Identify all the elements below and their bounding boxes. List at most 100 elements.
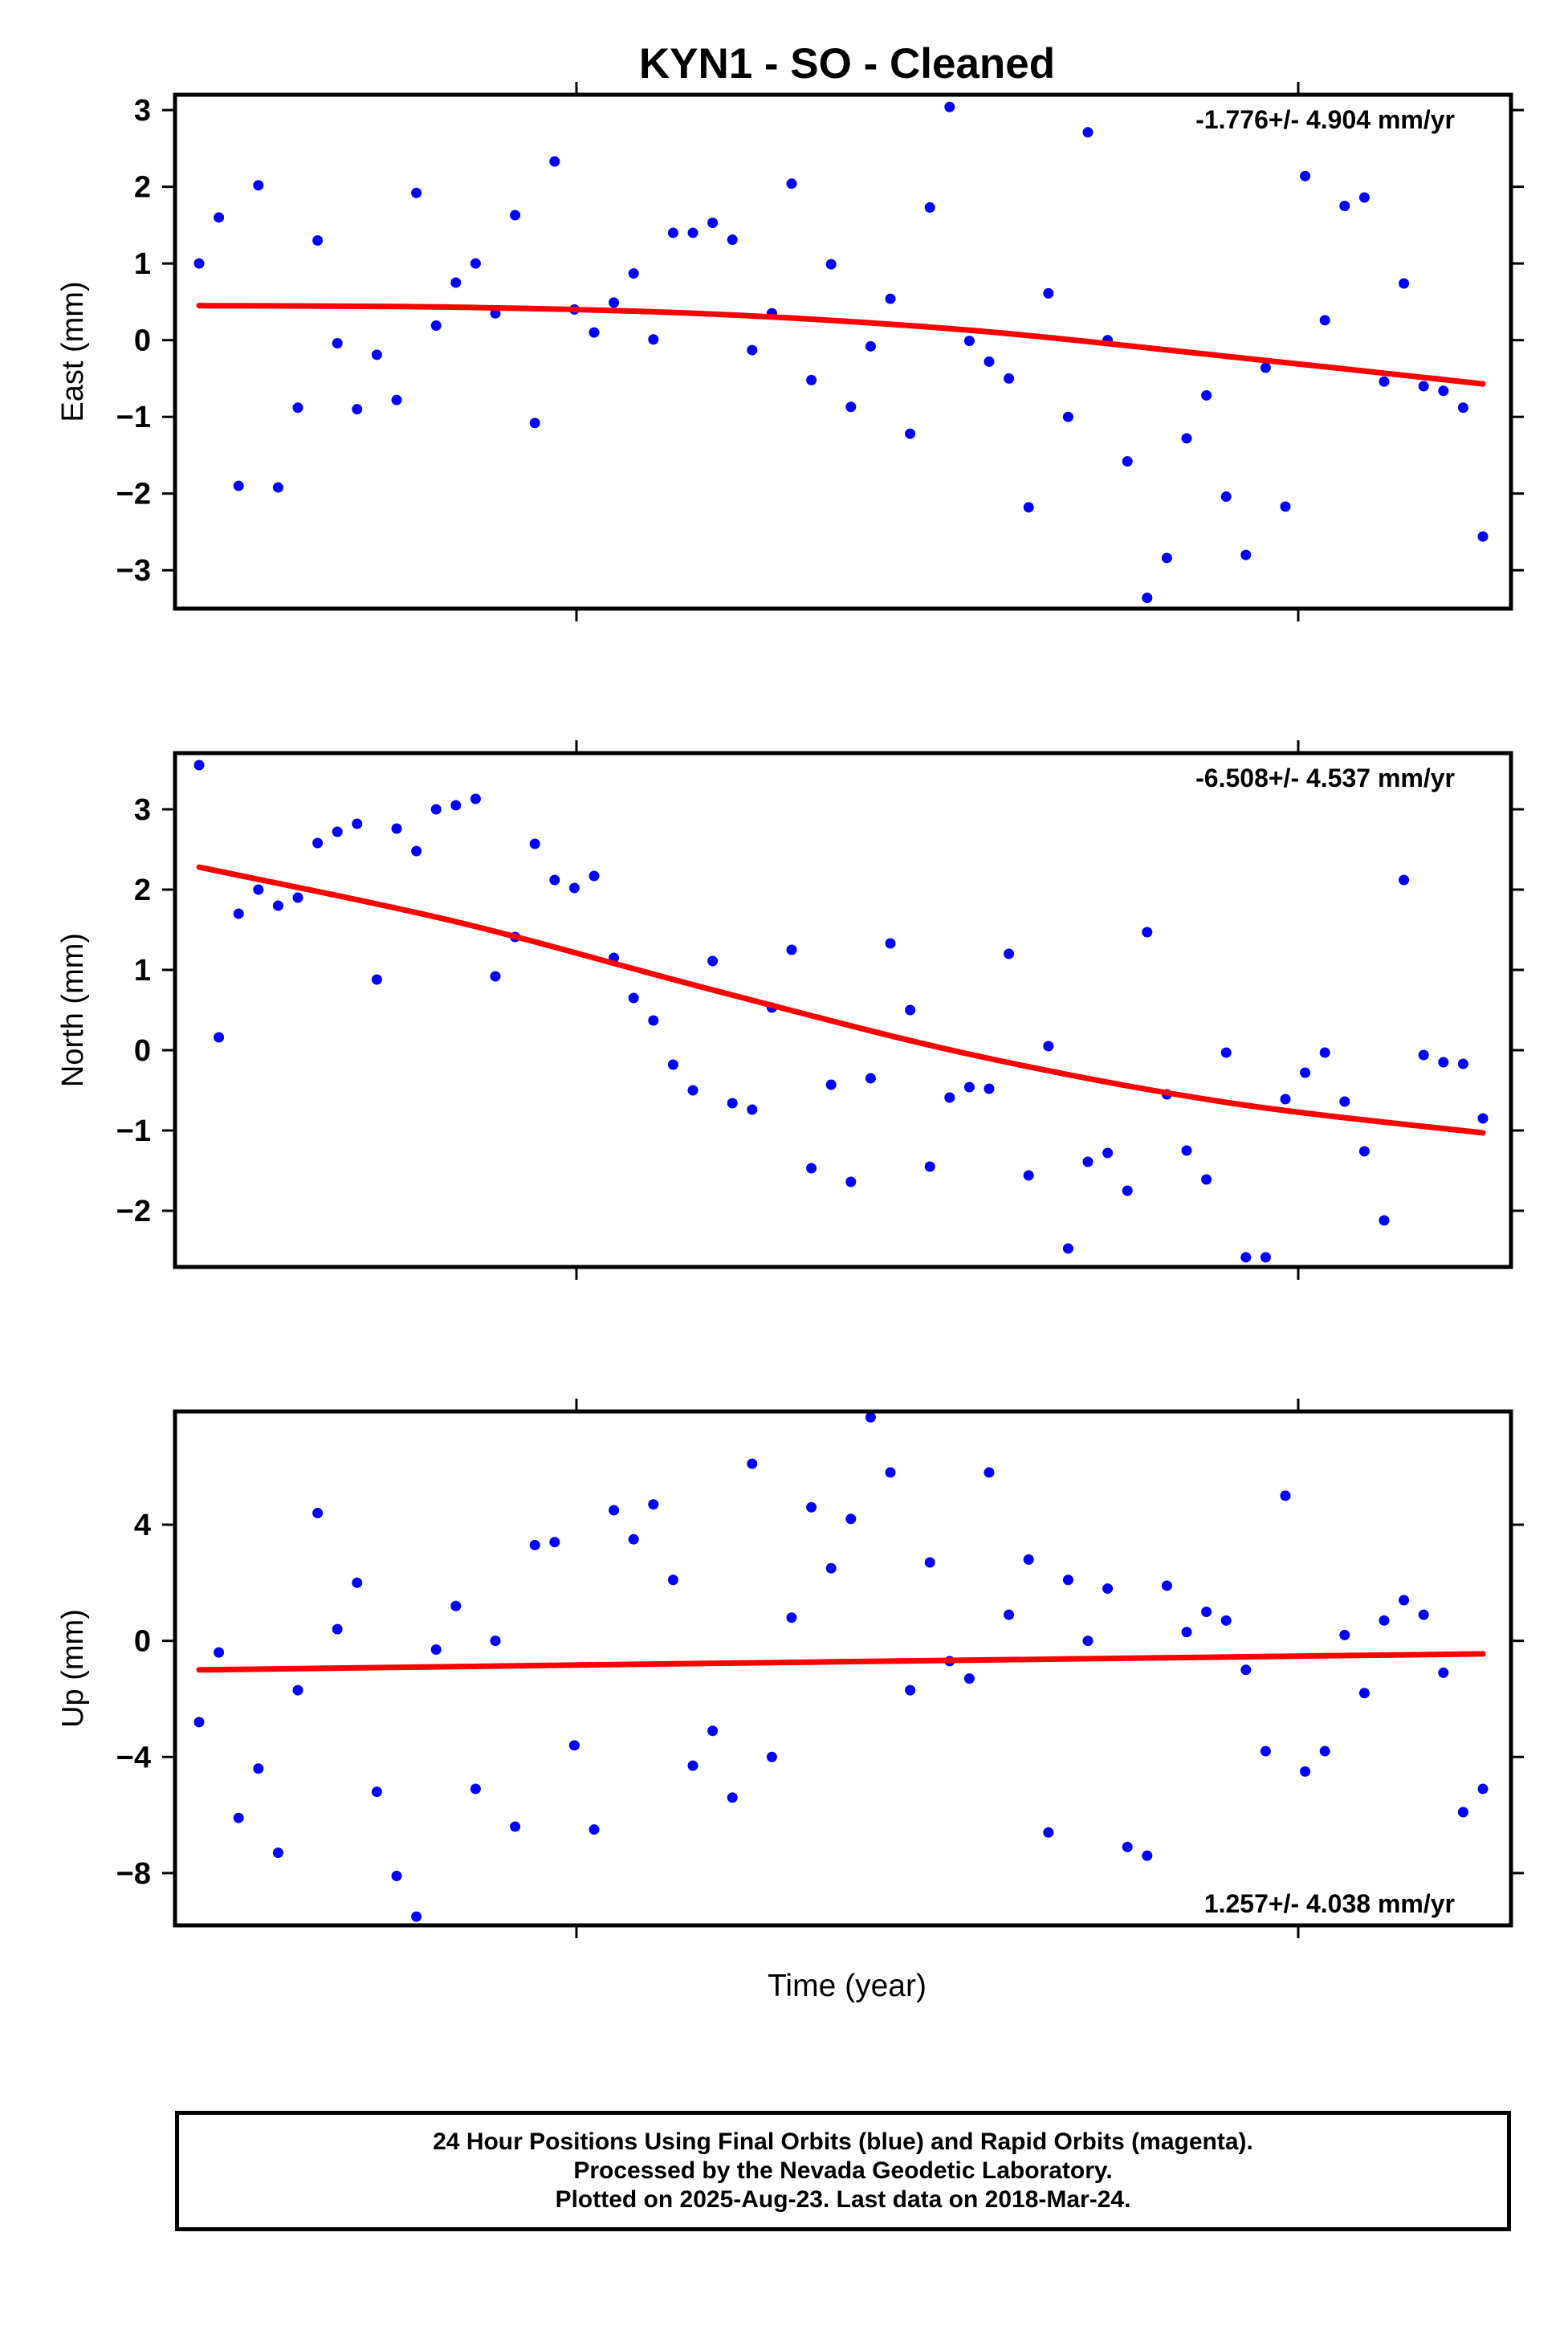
- up-data-point: [766, 1751, 777, 1762]
- north-rate-label: -6.508+/- 4.537 mm/yr: [1195, 764, 1455, 792]
- east-data-point: [609, 297, 620, 308]
- up-data-point: [529, 1539, 540, 1550]
- up-data-point: [1260, 1745, 1271, 1757]
- north-data-point: [944, 1092, 955, 1103]
- east-ytick-label: −1: [116, 401, 151, 434]
- north-data-point: [1457, 1058, 1468, 1069]
- east-data-point: [865, 340, 876, 352]
- east-data-point: [193, 258, 205, 269]
- north-data-point: [411, 845, 422, 857]
- up-data-point: [272, 1847, 283, 1859]
- east-data-point: [747, 344, 758, 356]
- up-data-point: [430, 1644, 442, 1655]
- up-data-point: [1023, 1554, 1034, 1565]
- east-plot-frame: [173, 92, 1513, 611]
- up-data-point: [1102, 1583, 1114, 1595]
- north-data-point: [806, 1163, 817, 1174]
- up-data-point: [1280, 1490, 1291, 1501]
- note-line-2: Processed by the Nevada Geodetic Laborat…: [573, 2157, 1113, 2184]
- north-data-point: [885, 938, 896, 949]
- east-data-point: [1142, 593, 1153, 604]
- east-data-point: [253, 180, 264, 191]
- north-data-point: [352, 818, 363, 829]
- north-data-point: [667, 1059, 678, 1070]
- up-data-point: [727, 1792, 738, 1803]
- up-ytick-label: −8: [116, 1857, 151, 1891]
- x-axis-label: Time (year): [768, 1969, 927, 2003]
- east-ytick-label: 3: [134, 94, 151, 128]
- north-data-point: [905, 1004, 916, 1016]
- east-data-point: [885, 293, 896, 304]
- north-plot-frame: [173, 751, 1513, 1269]
- east-data-point: [1438, 385, 1449, 397]
- up-ytick-label: 4: [134, 1509, 151, 1542]
- east-data-point: [312, 234, 324, 246]
- east-data-point: [1300, 170, 1311, 181]
- east-data-point: [1418, 381, 1429, 392]
- east-data-point: [1181, 433, 1192, 444]
- east-data-point: [707, 218, 719, 229]
- north-data-point: [470, 793, 481, 805]
- up-data-point: [568, 1740, 580, 1751]
- up-data-point: [1082, 1635, 1094, 1647]
- east-data-point: [1358, 192, 1370, 203]
- east-data-point: [1201, 389, 1212, 401]
- east-data-point: [1062, 411, 1073, 422]
- north-data-point: [1023, 1170, 1034, 1181]
- east-data-point: [549, 156, 560, 167]
- north-data-point: [214, 1032, 225, 1043]
- east-data-point: [589, 327, 600, 338]
- east-data-point: [628, 268, 639, 279]
- north-data-point: [1438, 1057, 1449, 1068]
- up-data-point: [667, 1574, 678, 1586]
- east-data-point: [214, 212, 225, 223]
- up-data-point: [589, 1824, 600, 1835]
- north-ytick-label: 3: [134, 793, 151, 827]
- up-data-point: [1122, 1841, 1133, 1852]
- north-data-point: [984, 1083, 995, 1094]
- up-data-point: [1300, 1766, 1311, 1777]
- north-data-point: [924, 1161, 935, 1172]
- east-data-point: [411, 187, 422, 198]
- north-data-point: [1300, 1067, 1311, 1078]
- panel-up: Up (mm) 4 0 −4 −8 1.257+/- 4.038 mm/yr: [56, 1399, 1524, 1938]
- north-data-point: [1280, 1094, 1291, 1105]
- north-data-point: [1399, 874, 1410, 886]
- up-data-point: [1399, 1595, 1410, 1606]
- up-data-point: [628, 1534, 639, 1545]
- north-data-point: [371, 974, 382, 985]
- north-data-point: [1358, 1146, 1370, 1157]
- up-data-point: [1201, 1606, 1212, 1617]
- north-fit-line: [196, 864, 1486, 1136]
- north-data-point: [312, 837, 324, 849]
- north-data-point: [1418, 1049, 1429, 1061]
- east-data-point: [648, 334, 659, 345]
- up-data-point: [1142, 1850, 1153, 1861]
- east-ytick-label: −3: [116, 554, 151, 588]
- east-data-point: [667, 227, 678, 238]
- up-data-point: [1457, 1807, 1468, 1818]
- east-data-point: [1339, 201, 1350, 212]
- north-data-point: [786, 944, 797, 955]
- up-data-point: [1220, 1615, 1232, 1626]
- up-ytick-label: −4: [116, 1741, 151, 1774]
- east-data-point: [727, 234, 738, 246]
- up-data-point: [1358, 1688, 1370, 1699]
- north-data-point: [963, 1081, 975, 1093]
- north-data-point: [529, 838, 540, 849]
- east-data-point: [1379, 376, 1390, 387]
- up-data-point: [825, 1562, 837, 1574]
- north-data-point: [1260, 1252, 1271, 1263]
- north-data-point: [825, 1079, 837, 1090]
- east-data-point: [825, 259, 837, 270]
- north-data-point: [1043, 1041, 1054, 1052]
- note-line-1: 24 Hour Positions Using Final Orbits (bl…: [433, 2128, 1253, 2155]
- east-ytick-label: −2: [116, 478, 151, 511]
- north-data-point: [233, 908, 244, 919]
- up-data-point: [1004, 1609, 1015, 1620]
- up-data-point: [411, 1911, 422, 1922]
- up-data-point: [707, 1725, 719, 1737]
- up-data-point: [865, 1411, 876, 1423]
- up-data-point: [1379, 1615, 1390, 1626]
- north-data-point: [1062, 1243, 1073, 1254]
